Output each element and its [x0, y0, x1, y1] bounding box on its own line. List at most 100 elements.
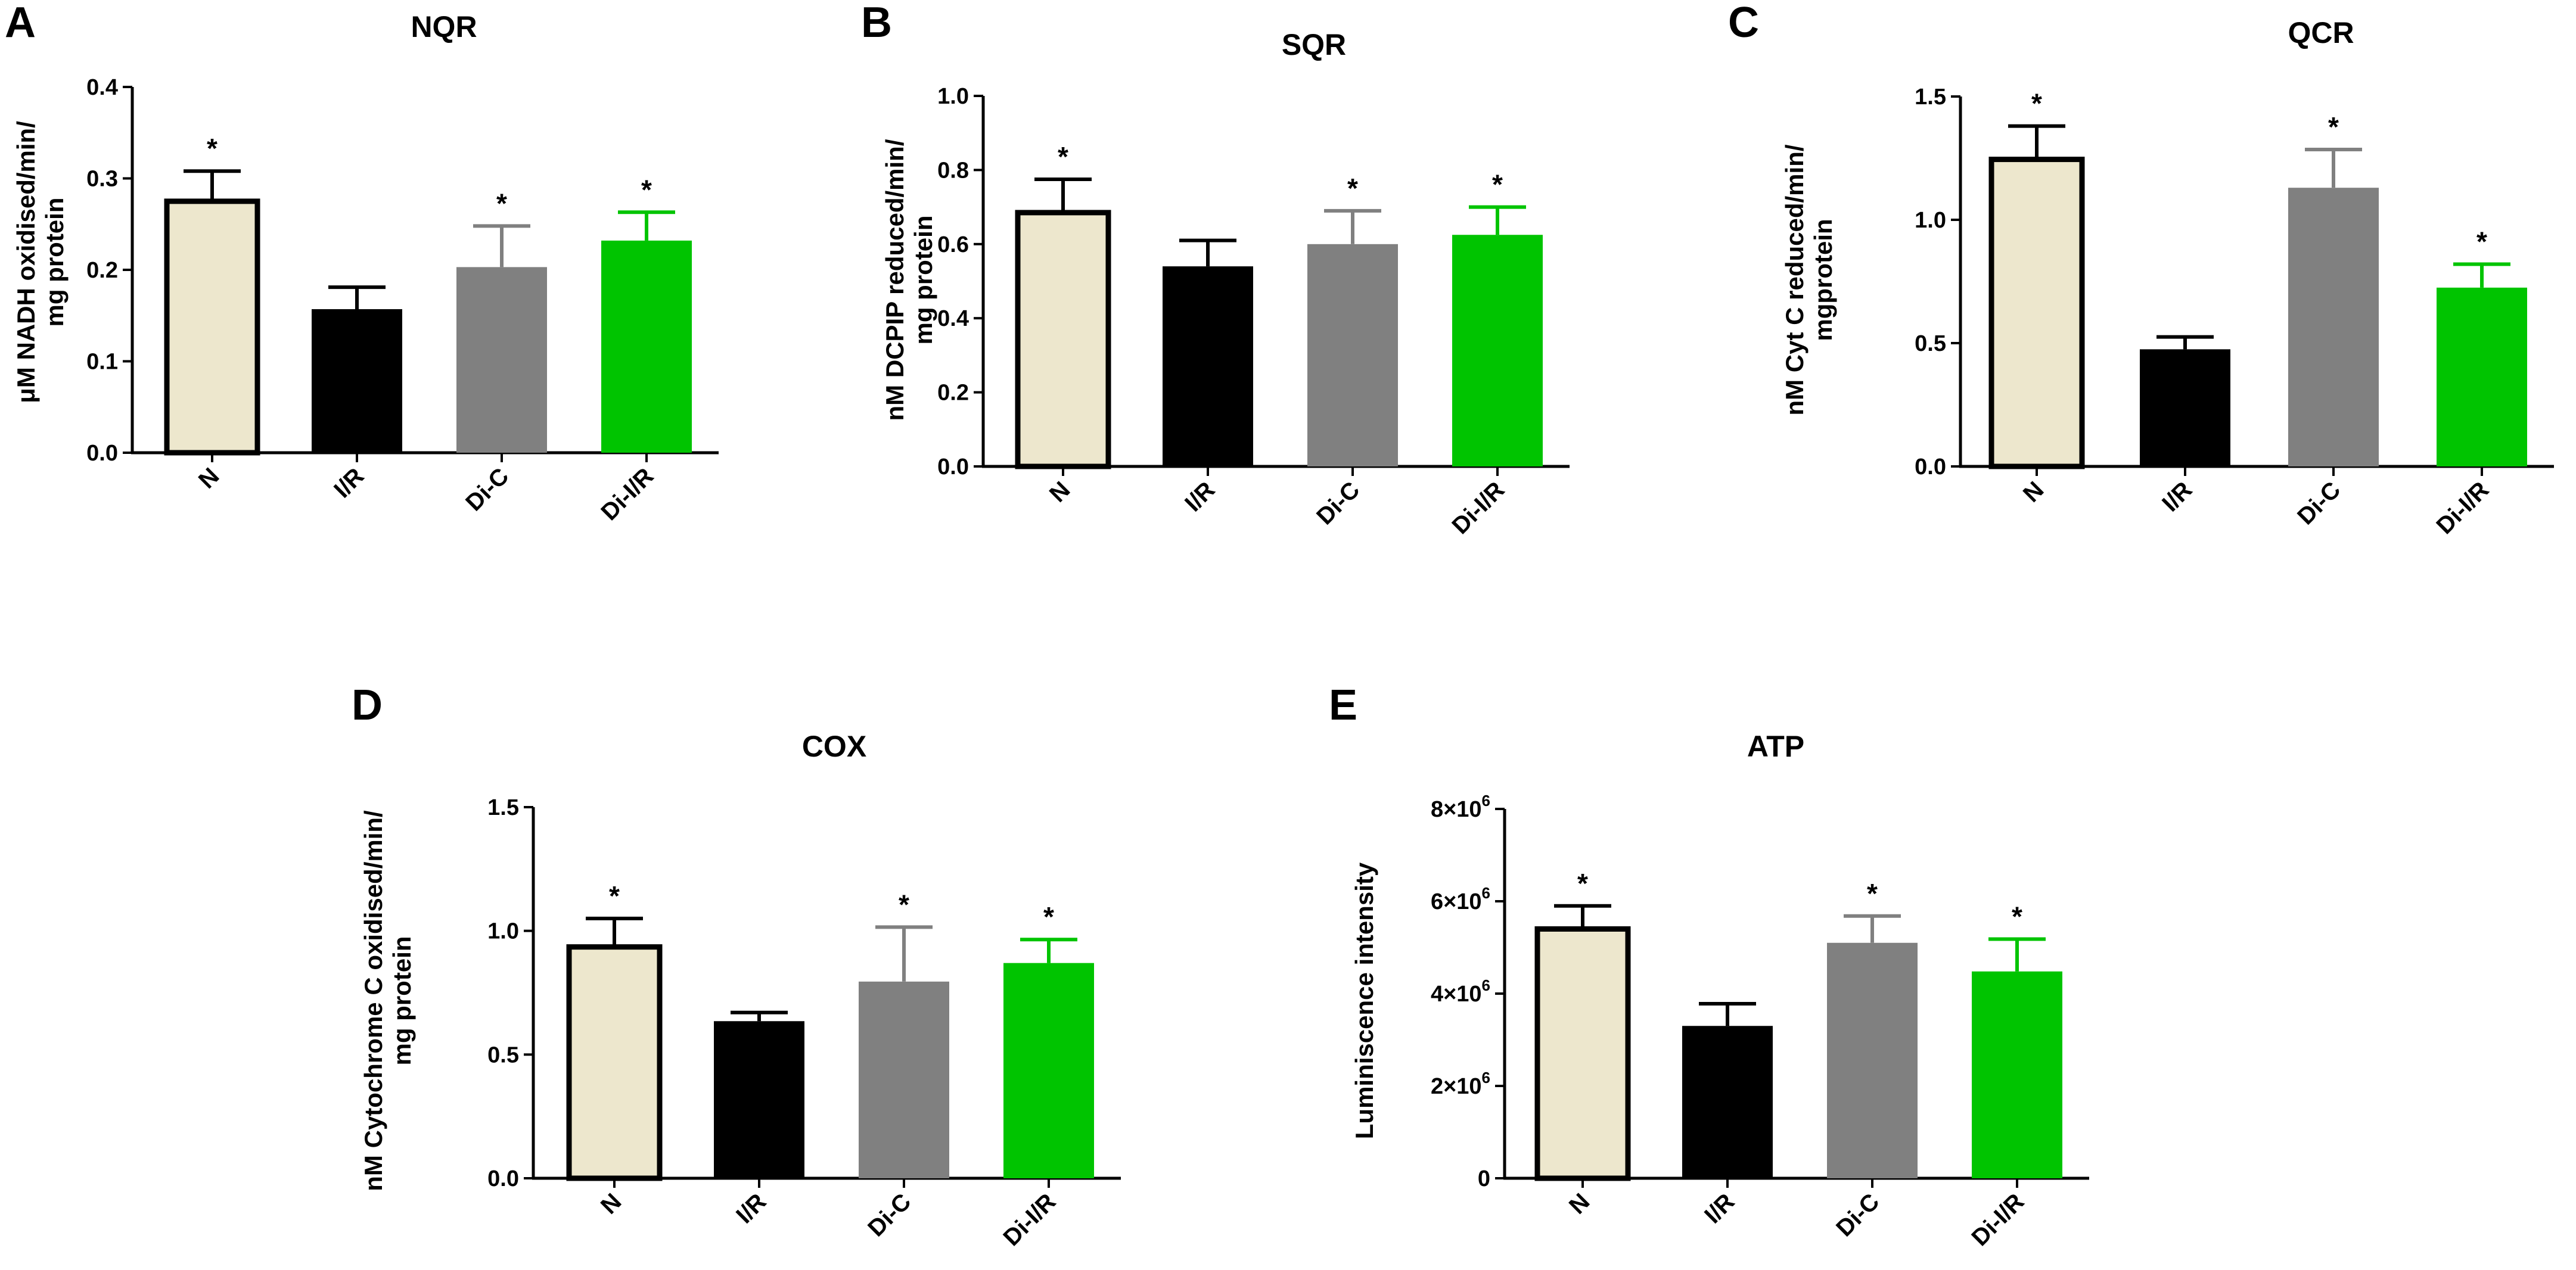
significance-marker: * — [899, 889, 909, 920]
x-tick-label: I/R — [1180, 477, 1220, 516]
bar — [566, 944, 663, 1181]
x-tick-label: Di-I/R — [2431, 477, 2494, 539]
y-tick-label-exponent: 6 — [1482, 1069, 1490, 1087]
y-tick-label: 0.5 — [487, 1042, 519, 1067]
y-axis-label: nM Cyt C reduced/min/mgprotein — [1780, 144, 1837, 415]
y-tick-label: 0.2 — [86, 258, 118, 283]
bar — [1682, 1026, 1773, 1178]
bar — [1988, 157, 2085, 469]
y-tick-label-exponent: 6 — [1482, 976, 1490, 994]
bar — [164, 198, 260, 456]
significance-marker: * — [2328, 111, 2339, 142]
bar — [601, 240, 692, 453]
y-tick-label-base: 8×10 — [1431, 797, 1482, 822]
x-tick-label: Di-I/R — [998, 1188, 1061, 1251]
y-tick-label-base: 6×10 — [1431, 889, 1482, 914]
chart-nqr: μM NADH oxidised/min/mg protein 0.0 0.1 0.2… — [12, 75, 719, 525]
x-tick-label: I/R — [731, 1188, 771, 1228]
x-tick-label: N — [1564, 1188, 1595, 1219]
significance-marker: * — [207, 133, 217, 164]
chart-sqr: nM DCPIP reduced/min/mg protein 0.0 0.2 0.4… — [881, 84, 1570, 539]
bar — [1827, 942, 1918, 1178]
x-tick-label: Di-C — [1312, 477, 1365, 530]
y-tick-label-exponent: 6 — [1482, 884, 1490, 902]
y-axis-label-line: Luminiscence intensity — [1350, 862, 1378, 1139]
y-axis-label: nM Cytochrome C oxidised/min/mg protein — [359, 810, 416, 1191]
y-axis-label-line: nM DCPIP reduced/min/ — [881, 139, 909, 421]
y-tick-label-base: 2×10 — [1431, 1074, 1482, 1099]
chart-title: COX — [802, 730, 866, 763]
bar — [456, 267, 547, 453]
panel-letter: A — [5, 0, 36, 46]
y-tick-label: 0.3 — [86, 167, 118, 192]
bar — [714, 1021, 804, 1178]
y-axis-label: nM DCPIP reduced/min/mg protein — [881, 139, 937, 421]
y-tick-label: 0 — [1478, 1166, 1490, 1191]
y-tick-label: 0.0 — [1915, 455, 1946, 480]
y-tick-label: 0.8 — [937, 158, 969, 183]
y-tick-label: 1.0 — [1915, 208, 1946, 233]
bar — [312, 309, 402, 453]
y-tick-label: 1.0 — [937, 84, 969, 109]
panel-d: D COX nM Cytochrome C oxidised/min/mg pr… — [352, 681, 1121, 1251]
bar — [1003, 963, 1094, 1178]
y-tick-label: 0.5 — [1915, 331, 1946, 356]
x-tick-label: Di-C — [2292, 477, 2345, 530]
y-tick-label: 1.5 — [1915, 85, 1946, 110]
x-tick-label: Di-I/R — [1447, 477, 1509, 539]
panel-c: C QCR nM Cyt C reduced/min/mgprotein 0.0 0… — [1728, 0, 2554, 539]
x-tick-label: N — [194, 463, 225, 494]
x-tick-label: I/R — [1699, 1188, 1739, 1228]
panel-letter: E — [1329, 681, 1357, 729]
chart-title: NQR — [411, 10, 477, 43]
x-tick-label: I/R — [329, 463, 369, 503]
chart-qcr: nM Cyt C reduced/min/mgprotein 0.0 0.5 1.0 1… — [1780, 85, 2554, 539]
y-tick-label-exponent: 6 — [1482, 792, 1490, 810]
x-tick-label: N — [596, 1188, 627, 1219]
y-tick-label: 0.2 — [937, 381, 969, 406]
panel-a: A NQR μM NADH oxidised/min/mg protein 0.0… — [5, 0, 719, 525]
x-tick-label: N — [1045, 477, 1076, 508]
bar — [859, 981, 949, 1178]
y-tick-label-base: 4×10 — [1431, 982, 1482, 1007]
y-tick-label: 0.6 — [937, 232, 969, 257]
y-tick-label: 4×106 — [1431, 976, 1490, 1007]
y-axis-label: Luminiscence intensity — [1350, 862, 1378, 1139]
x-tick-label: Di-I/R — [596, 463, 658, 525]
significance-marker: * — [1577, 868, 1588, 899]
chart-title: SQR — [1282, 28, 1346, 61]
significance-marker: * — [609, 880, 620, 911]
y-tick-label: 0.0 — [937, 455, 969, 480]
significance-marker: * — [1347, 173, 1358, 204]
chart-title: ATP — [1747, 730, 1804, 763]
y-axis-label-line: mg protein — [909, 216, 937, 345]
x-tick-label: Di-C — [1831, 1188, 1884, 1241]
y-axis-label-line: mg protein — [388, 936, 416, 1066]
y-tick-label: 0.0 — [487, 1166, 519, 1191]
significance-marker: * — [496, 188, 507, 219]
bar — [1972, 971, 2062, 1178]
significance-marker: * — [641, 174, 652, 205]
bar — [2437, 287, 2527, 466]
panel-b: B SQR nM DCPIP reduced/min/mg protein 0.0… — [861, 0, 1570, 539]
significance-marker: * — [1867, 878, 1878, 909]
y-axis-label: μM NADH oxidised/min/mg protein — [12, 121, 69, 403]
y-tick-label: 0.1 — [86, 350, 118, 375]
significance-marker: * — [1058, 141, 1068, 172]
significance-marker: * — [2012, 901, 2022, 932]
x-tick-label: Di-I/R — [1966, 1188, 2029, 1251]
x-tick-label: N — [2018, 477, 2049, 508]
y-tick-label: 0.4 — [937, 306, 969, 331]
significance-marker: * — [1043, 901, 1054, 932]
x-tick-label: I/R — [2157, 477, 2197, 516]
bar — [1452, 235, 1543, 466]
y-tick-label: 1.0 — [487, 919, 519, 944]
y-axis-label-line: mg protein — [41, 198, 69, 327]
bar — [1015, 210, 1111, 469]
chart-title: QCR — [2288, 16, 2354, 49]
significance-marker: * — [1492, 169, 1503, 200]
y-tick-label: 8×106 — [1431, 792, 1490, 822]
y-axis-label-line: μM NADH oxidised/min/ — [12, 121, 40, 403]
y-tick-label: 2×106 — [1431, 1069, 1490, 1099]
